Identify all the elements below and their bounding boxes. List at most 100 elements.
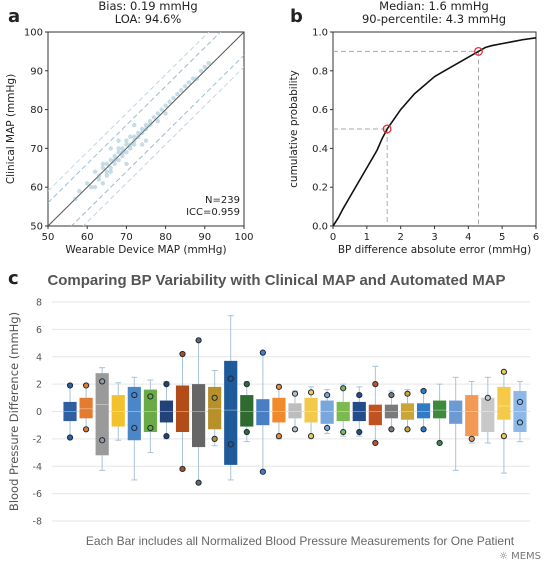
scatter-point — [73, 196, 78, 202]
x-tick-label: 60 — [81, 232, 94, 243]
box-outlier — [468, 435, 475, 442]
box-group — [272, 383, 286, 440]
box-outlier — [243, 381, 250, 388]
box-body — [416, 403, 431, 419]
box-outlier — [195, 479, 202, 486]
box-body — [352, 401, 366, 422]
loa-line-outer — [48, 32, 210, 192]
scatter-point — [120, 146, 125, 151]
box-body — [159, 400, 174, 423]
scatter-point — [124, 142, 129, 147]
y-tick-label: 70 — [30, 144, 43, 155]
scatter-point — [132, 142, 137, 147]
box-body — [208, 386, 222, 430]
watermark-text: ☼ MEMS — [499, 551, 541, 562]
box-outlier — [291, 390, 299, 397]
scatter-point — [108, 157, 113, 163]
box-outlier — [227, 375, 234, 382]
box-body — [368, 404, 382, 426]
y-tick-label: 90 — [30, 66, 43, 77]
scatter-point — [96, 173, 102, 178]
y-tick-label: 60 — [30, 183, 43, 194]
panel-a-plot-area — [48, 32, 244, 226]
x-tick-label: 100 — [234, 232, 253, 243]
y-tick-label: 0.6 — [312, 105, 328, 116]
panel-b-xlabel: BP difference absolute error (mmHg) — [338, 244, 531, 256]
panel-a-title: Bias: 0.19 mmHg — [98, 0, 198, 13]
box-group — [256, 349, 270, 475]
scatter-point — [120, 153, 125, 159]
y-tick-label: 4 — [36, 352, 42, 363]
panel-a-annotation: N=239 — [205, 195, 240, 206]
box-outlier — [291, 426, 299, 433]
box-group — [352, 386, 366, 437]
scatter-point — [88, 185, 94, 190]
cdf-marker — [382, 124, 392, 134]
x-tick-label: 1 — [364, 232, 370, 243]
y-tick-label: 0.2 — [312, 183, 328, 194]
y-tick-label: 80 — [30, 105, 43, 116]
box-outlier — [275, 433, 283, 440]
box-outlier — [66, 434, 74, 441]
box-outlier — [131, 424, 138, 432]
box-outlier — [99, 378, 106, 385]
x-tick-label: 3 — [431, 232, 437, 243]
scatter-point — [104, 161, 110, 167]
box-group — [497, 368, 511, 474]
panel-b-ylabel: cumulative probability — [288, 70, 300, 188]
box-body — [433, 400, 447, 419]
scatter-point — [202, 64, 207, 70]
box-outlier — [516, 419, 524, 426]
box-group — [416, 387, 431, 433]
box-group — [159, 380, 174, 440]
box-outlier — [163, 381, 170, 388]
box-group — [368, 365, 382, 447]
scatter-point — [108, 146, 113, 151]
panel-b-frame — [332, 31, 537, 227]
scatter-point — [92, 169, 98, 174]
wechat-icon: ☼ — [498, 551, 508, 562]
box-group — [336, 383, 350, 437]
x-tick-label: 50 — [42, 232, 55, 243]
panel-c-letter: c — [8, 268, 19, 289]
box-outlier — [83, 426, 90, 433]
scatter-point — [147, 122, 153, 128]
box-outlier — [420, 426, 427, 433]
panel-c-caption: Each Bar includes all Normalized Blood P… — [85, 534, 515, 548]
box-outlier — [436, 439, 443, 447]
scatter-point — [124, 138, 129, 143]
panel-a-annotation: ICC=0.959 — [186, 207, 240, 218]
box-outlier — [388, 391, 395, 399]
box-group — [465, 380, 479, 444]
y-tick-label: 2 — [36, 380, 42, 391]
box-outlier — [307, 389, 315, 396]
y-tick-label: -8 — [33, 517, 42, 528]
box-group — [95, 367, 109, 471]
scatter-point — [116, 138, 121, 143]
box-group — [191, 337, 206, 486]
scatter-point — [96, 177, 102, 182]
y-tick-label: -6 — [33, 489, 42, 500]
x-tick-label: 70 — [120, 232, 133, 243]
box-outlier — [83, 382, 90, 389]
y-tick-label: 0 — [36, 407, 42, 418]
scatter-point — [128, 146, 133, 151]
box-group — [224, 315, 238, 481]
box-body — [400, 403, 415, 420]
loa-line-inner — [70, 54, 244, 226]
box-body — [384, 404, 399, 419]
box-outlier — [147, 393, 154, 400]
box-group — [481, 376, 495, 444]
box-outlier — [179, 350, 186, 358]
scatter-point — [124, 161, 129, 167]
box-group — [513, 380, 527, 443]
box-group — [384, 390, 399, 433]
box-outlier — [66, 382, 74, 389]
panel-b-subtitle: 90-percentile: 4.3 mmHg — [361, 12, 507, 26]
box-group — [433, 383, 447, 447]
x-tick-label: 5 — [499, 232, 505, 243]
scatter-point — [116, 146, 121, 151]
y-tick-label: -2 — [33, 434, 42, 445]
box-outlier — [99, 437, 106, 444]
box-outlier — [243, 428, 250, 436]
